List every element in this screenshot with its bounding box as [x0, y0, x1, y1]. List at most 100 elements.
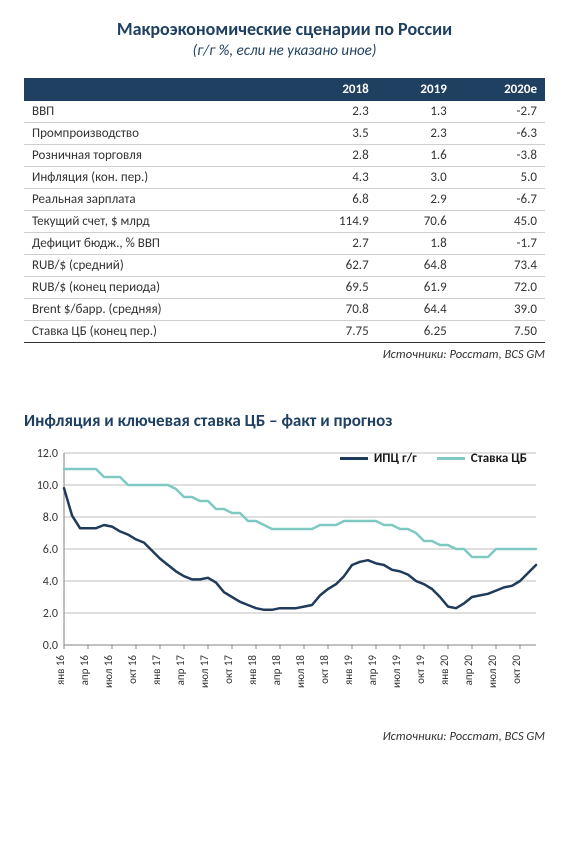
table-cell: 62.7 [293, 255, 377, 277]
table-cell: 2.3 [377, 123, 455, 145]
svg-text:июл 17: июл 17 [198, 655, 211, 688]
svg-text:янв 19: янв 19 [342, 655, 355, 685]
table-cell: 2.3 [293, 101, 377, 123]
svg-text:апр 19: апр 19 [366, 655, 379, 686]
svg-text:апр 17: апр 17 [174, 655, 187, 686]
legend-item: ИПЦ г/г [340, 451, 417, 466]
table-row: Промпроизводство3.52.3-6.3 [24, 123, 545, 145]
svg-text:янв 18: янв 18 [246, 655, 259, 685]
table-cell: 2.8 [293, 145, 377, 167]
table-cell: 64.4 [377, 299, 455, 321]
table-cell: 1.8 [377, 233, 455, 255]
chart-source: Источники: Росстат, BCS GM [24, 729, 545, 744]
svg-text:12.0: 12.0 [37, 447, 58, 461]
table-cell: 72.0 [455, 277, 545, 299]
svg-text:апр 16: апр 16 [78, 655, 91, 686]
svg-text:окт 17: окт 17 [222, 655, 235, 684]
svg-text:апр 20: апр 20 [462, 655, 475, 686]
table-cell: 70.8 [293, 299, 377, 321]
table-source: Источники: Росстат, BCS GM [24, 347, 545, 362]
table-cell: 64.8 [377, 255, 455, 277]
table-cell: RUB/$ (конец периода) [24, 277, 293, 299]
table-cell: Ставка ЦБ (конец пер.) [24, 321, 293, 343]
table-cell: 1.6 [377, 145, 455, 167]
table-cell: 61.9 [377, 277, 455, 299]
svg-text:янв 16: янв 16 [54, 655, 67, 685]
legend-label: ИПЦ г/г [374, 451, 417, 466]
table-header-cell: 2018 [293, 78, 377, 101]
table-cell: 39.0 [455, 299, 545, 321]
legend-label: Ставка ЦБ [471, 451, 527, 466]
table-row: Реальная зарплата6.82.9-6.7 [24, 189, 545, 211]
svg-text:окт 16: окт 16 [126, 655, 139, 684]
table-row: RUB/$ (конец периода)69.561.972.0 [24, 277, 545, 299]
table-row: Текущий счет, $ млрд114.970.645.0 [24, 211, 545, 233]
table-cell: 4.3 [293, 167, 377, 189]
table-cell: 70.6 [377, 211, 455, 233]
table-cell: 1.3 [377, 101, 455, 123]
table-cell: 73.4 [455, 255, 545, 277]
legend-swatch [437, 457, 465, 460]
svg-text:окт 20: окт 20 [510, 655, 523, 684]
svg-text:июл 16: июл 16 [102, 655, 115, 688]
svg-text:апр 18: апр 18 [270, 655, 283, 686]
table-cell: -6.7 [455, 189, 545, 211]
table-row: RUB/$ (средний)62.764.873.4 [24, 255, 545, 277]
svg-text:2.0: 2.0 [43, 607, 58, 621]
table-cell: Реальная зарплата [24, 189, 293, 211]
table-cell: 6.8 [293, 189, 377, 211]
table-cell: Дефицит бюдж., % ВВП [24, 233, 293, 255]
table-header-cell: 2019 [377, 78, 455, 101]
svg-text:окт 18: окт 18 [318, 655, 331, 684]
legend-swatch [340, 457, 368, 460]
table-cell: RUB/$ (средний) [24, 255, 293, 277]
table-header-row: 201820192020e [24, 78, 545, 101]
line-chart: ИПЦ г/г Ставка ЦБ 0.02.04.06.08.010.012.0… [24, 445, 545, 705]
table-body: ВВП2.31.3-2.7Промпроизводство3.52.3-6.3Р… [24, 101, 545, 343]
table-section: Макроэкономические сценарии по России (г… [24, 18, 545, 362]
svg-text:янв 17: янв 17 [150, 655, 163, 685]
legend-item: Ставка ЦБ [437, 451, 527, 466]
table-cell: -6.3 [455, 123, 545, 145]
chart-legend: ИПЦ г/г Ставка ЦБ [340, 451, 527, 466]
table-cell: Текущий счет, $ млрд [24, 211, 293, 233]
table-row: Ставка ЦБ (конец пер.)7.756.257.50 [24, 321, 545, 343]
svg-text:окт 19: окт 19 [414, 655, 427, 684]
table-cell: 3.0 [377, 167, 455, 189]
chart-svg: 0.02.04.06.08.010.012.0янв 16апр 16июл 1… [24, 445, 545, 705]
table-title: Макроэкономические сценарии по России [24, 18, 545, 40]
table-cell: 2.9 [377, 189, 455, 211]
table-cell: 7.75 [293, 321, 377, 343]
svg-text:10.0: 10.0 [37, 479, 58, 493]
table-header-cell: 2020e [455, 78, 545, 101]
svg-text:июл 18: июл 18 [294, 655, 307, 688]
svg-text:8.0: 8.0 [43, 511, 58, 525]
svg-text:4.0: 4.0 [43, 575, 58, 589]
chart-title: Инфляция и ключевая ставка ЦБ – факт и п… [24, 410, 545, 431]
svg-text:янв 20: янв 20 [438, 655, 451, 685]
table-cell: -3.8 [455, 145, 545, 167]
table-cell: Промпроизводство [24, 123, 293, 145]
table-cell: -2.7 [455, 101, 545, 123]
table-cell: 6.25 [377, 321, 455, 343]
table-cell: Розничная торговля [24, 145, 293, 167]
table-row: Дефицит бюдж., % ВВП2.71.8-1.7 [24, 233, 545, 255]
table-subtitle: (г/г %, если не указано иное) [24, 42, 545, 60]
table-row: Инфляция (кон. пер.)4.33.05.0 [24, 167, 545, 189]
table-row: Розничная торговля2.81.6-3.8 [24, 145, 545, 167]
table-header-cell [24, 78, 293, 101]
macro-table: 201820192020e ВВП2.31.3-2.7Промпроизводс… [24, 78, 545, 343]
table-cell: 69.5 [293, 277, 377, 299]
svg-text:6.0: 6.0 [43, 543, 58, 557]
table-row: Brent $/барр. (средняя)70.864.439.0 [24, 299, 545, 321]
table-cell: 114.9 [293, 211, 377, 233]
table-cell: 7.50 [455, 321, 545, 343]
table-cell: 5.0 [455, 167, 545, 189]
table-cell: ВВП [24, 101, 293, 123]
table-cell: Brent $/барр. (средняя) [24, 299, 293, 321]
table-cell: 2.7 [293, 233, 377, 255]
table-row: ВВП2.31.3-2.7 [24, 101, 545, 123]
chart-section: Инфляция и ключевая ставка ЦБ – факт и п… [24, 410, 545, 744]
table-cell: 3.5 [293, 123, 377, 145]
svg-text:июл 20: июл 20 [486, 655, 499, 688]
